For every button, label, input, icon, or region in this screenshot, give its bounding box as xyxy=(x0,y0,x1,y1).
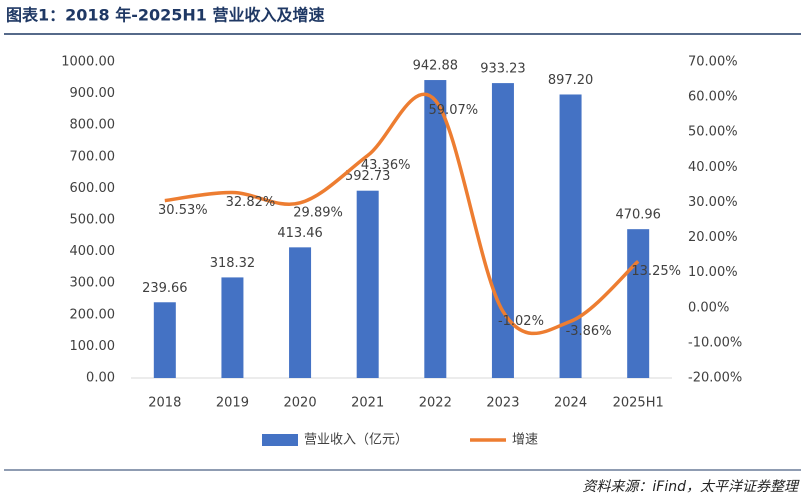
y2-tick-label: 50.00% xyxy=(688,125,738,140)
y-tick-label: 600.00 xyxy=(70,181,116,196)
y2-tick-label: 70.00% xyxy=(688,55,738,70)
line-value-label: 29.89% xyxy=(293,205,343,220)
bar xyxy=(627,229,650,378)
y-tick-label: 1000.00 xyxy=(61,55,115,70)
y-tick-label: 400.00 xyxy=(70,244,116,259)
x-tick-label: 2019 xyxy=(216,396,249,411)
source: 资料来源：iFind，太平洋证券整理 xyxy=(582,479,800,495)
x-tick-label: 2025H1 xyxy=(613,396,664,411)
x-tick-label: 2024 xyxy=(554,396,587,411)
bar-value-label: 933.23 xyxy=(480,62,526,77)
x-tick-label: 2018 xyxy=(148,396,181,411)
y2-tick-label: 20.00% xyxy=(688,230,738,245)
y-tick-label: 500.00 xyxy=(70,213,116,228)
bar xyxy=(491,83,514,379)
y2-tick-label: 10.00% xyxy=(688,265,738,280)
y2-tick-label: -10.00% xyxy=(688,335,742,350)
y2-tick-label: 60.00% xyxy=(688,90,738,105)
bar-value-label: 413.46 xyxy=(277,226,323,241)
y2-tick-label: -20.00% xyxy=(688,371,742,386)
line xyxy=(164,92,640,336)
bar xyxy=(356,190,379,378)
x-tick-label: 2022 xyxy=(419,396,452,411)
bar xyxy=(424,80,447,378)
line-value-label: 43.36% xyxy=(361,158,411,173)
chart-title: 图表1：2018 年-2025H1 营业收入及增速 xyxy=(6,6,325,25)
line-value-label: -3.86% xyxy=(566,324,612,339)
line-value-label: 59.07% xyxy=(429,103,479,118)
y2-tick-label: 40.00% xyxy=(688,160,738,175)
legend-label: 营业收入（亿元） xyxy=(304,433,408,448)
bar-value-label: 942.88 xyxy=(413,59,459,74)
bar-value-label: 239.66 xyxy=(142,281,188,296)
y-tick-label: 100.00 xyxy=(70,339,116,354)
x-tick-label: 2021 xyxy=(351,396,384,411)
y2-tick-label: 0.00% xyxy=(688,300,729,315)
line-value-label: 30.53% xyxy=(158,203,208,218)
bar-value-label: 470.96 xyxy=(615,208,661,223)
bar xyxy=(153,302,176,378)
y2-tick-label: 30.00% xyxy=(688,195,738,210)
line-value-label: 32.82% xyxy=(226,195,276,210)
y-tick-label: 300.00 xyxy=(70,276,116,291)
legend-swatch xyxy=(262,434,298,446)
bar xyxy=(289,247,312,378)
legend-label: 增速 xyxy=(512,433,538,448)
y-tick-label: 0.00 xyxy=(86,371,115,386)
y-tick-label: 200.00 xyxy=(70,307,116,322)
line-value-label: -1.02% xyxy=(498,314,544,329)
line-value-label: 13.25% xyxy=(631,264,681,279)
x-tick-label: 2023 xyxy=(486,396,519,411)
bar-value-label: 897.20 xyxy=(548,73,594,88)
x-tick-label: 2020 xyxy=(284,396,317,411)
bar-value-label: 318.32 xyxy=(210,256,256,271)
bar-value-label: 592.73 xyxy=(345,169,391,184)
y-tick-label: 700.00 xyxy=(70,149,116,164)
y-tick-label: 900.00 xyxy=(70,86,116,101)
bar xyxy=(559,94,582,378)
bar xyxy=(221,277,244,378)
y-tick-label: 800.00 xyxy=(70,118,116,133)
